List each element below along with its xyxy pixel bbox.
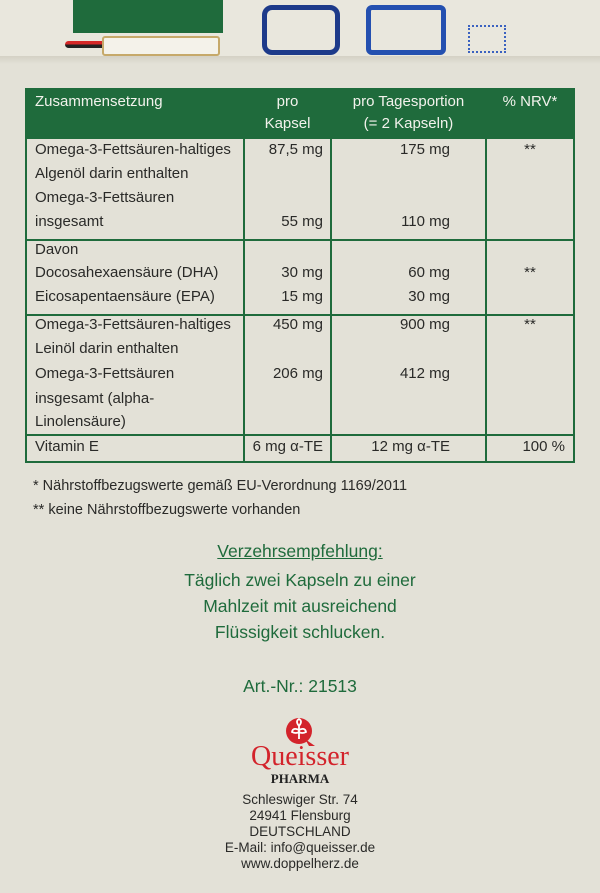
table-header bbox=[27, 90, 573, 139]
address-street: Schleswiger Str. 74 bbox=[242, 792, 358, 807]
row-nrv: ** bbox=[524, 316, 536, 333]
header-tagesportion-2: (= 2 Kapseln) bbox=[363, 115, 454, 132]
header-nrv: % NRV* bbox=[502, 93, 558, 110]
product-dose-label bbox=[366, 5, 446, 55]
row-name: Davon bbox=[35, 241, 79, 258]
row-pro-kapsel: 55 mg bbox=[281, 213, 323, 230]
nutrition-table: Zusammensetzung pro Kapsel pro Tagesport… bbox=[25, 88, 575, 463]
row-pro-tag: 110 mg bbox=[401, 213, 450, 230]
row-pro-tag: 412 mg bbox=[399, 365, 450, 382]
row-name: Vitamin E bbox=[35, 438, 99, 455]
row-pro-tag: 175 mg bbox=[399, 141, 450, 158]
row-name: Omega-3-Fettsäuren-haltiges bbox=[35, 141, 231, 158]
row-divider bbox=[27, 314, 573, 316]
product-name-omega3 bbox=[262, 5, 340, 55]
row-pro-kapsel: 206 mg bbox=[272, 365, 323, 382]
row-name: insgesamt (alpha- bbox=[35, 390, 155, 407]
header-pro-kapsel-2: Kapsel bbox=[264, 115, 311, 132]
row-pro-kapsel: 87,5 mg bbox=[268, 141, 323, 158]
doppelherz-logo-mark bbox=[65, 41, 120, 48]
footnote-1: * Nährstoffbezugswerte gemäß EU-Verordnu… bbox=[33, 478, 408, 494]
row-name: Eicosapentaensäure (EPA) bbox=[35, 288, 215, 305]
row-pro-tag: 60 mg bbox=[408, 264, 450, 281]
package-top-flap bbox=[0, 0, 600, 58]
email-link[interactable]: E-Mail: info@queisser.de bbox=[224, 840, 376, 855]
row-pro-kapsel: 450 mg bbox=[272, 316, 323, 333]
row-name: Omega-3-Fettsäuren bbox=[35, 189, 175, 206]
address-country: DEUTSCHLAND bbox=[249, 824, 351, 839]
header-zusammensetzung: Zusammensetzung bbox=[35, 93, 163, 110]
row-pro-kapsel: 30 mg bbox=[281, 264, 323, 281]
header-tagesportion-1: pro Tagesportion bbox=[352, 93, 465, 110]
product-subtitle bbox=[468, 25, 506, 53]
recommendation-line: Mahlzeit mit ausreichend bbox=[203, 596, 397, 616]
row-nrv: ** bbox=[524, 264, 536, 281]
footnote-2: ** keine Nährstoffbezugswerte vorhanden bbox=[33, 502, 301, 518]
queisser-logo-icon bbox=[286, 717, 315, 746]
recommendation-title: Verzehrsempfehlung: bbox=[217, 541, 383, 561]
row-pro-tag: 900 mg bbox=[399, 316, 450, 333]
row-name: Omega-3-Fettsäuren-haltiges bbox=[35, 316, 231, 333]
brand-sub: PHARMA bbox=[270, 771, 330, 786]
row-divider bbox=[27, 434, 573, 436]
row-name: Leinöl darin enthalten bbox=[35, 340, 179, 357]
row-divider bbox=[27, 239, 573, 241]
row-name: insgesamt bbox=[35, 213, 104, 230]
row-nrv: 100 % bbox=[522, 438, 565, 455]
row-nrv: ** bbox=[524, 141, 536, 158]
address-city: 24941 Flensburg bbox=[249, 808, 351, 823]
row-pro-kapsel: 6 mg α-TE bbox=[252, 438, 323, 455]
package-edge bbox=[0, 56, 600, 64]
row-name: Omega-3-Fettsäuren bbox=[35, 365, 175, 382]
row-name: Algenöl darin enthalten bbox=[35, 165, 189, 182]
article-number: Art.-Nr.: 21513 bbox=[243, 676, 357, 696]
row-pro-tag: 30 mg bbox=[408, 288, 450, 305]
brand-name: Queisser bbox=[251, 741, 349, 772]
header-pro-kapsel-1: pro bbox=[276, 93, 299, 110]
doppelherz-badge bbox=[102, 36, 220, 56]
row-name: Linolensäure) bbox=[35, 413, 126, 430]
row-pro-kapsel: 15 mg bbox=[281, 288, 323, 305]
website-link[interactable]: www.doppelherz.de bbox=[241, 856, 359, 871]
row-name: Docosahexaensäure (DHA) bbox=[35, 264, 219, 281]
row-pro-tag: 12 mg α-TE bbox=[371, 438, 450, 455]
brand-green-label bbox=[73, 0, 223, 33]
recommendation-line: Flüssigkeit schlucken. bbox=[214, 622, 386, 642]
recommendation-line: Täglich zwei Kapseln zu einer bbox=[184, 570, 416, 590]
